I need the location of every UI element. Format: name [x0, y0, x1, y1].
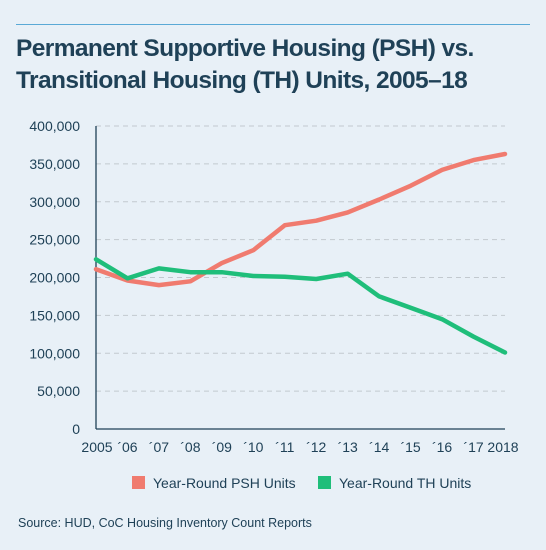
y-tick-label: 200,000 — [29, 270, 80, 286]
x-tick-label: ´10 — [243, 439, 263, 455]
y-tick-label: 350,000 — [29, 156, 80, 172]
x-tick-label: 2018 — [487, 439, 518, 455]
legend-item-psh: Year-Round PSH Units — [132, 475, 296, 491]
series-lines — [93, 151, 508, 355]
y-tick-labels: 0 50,000 100,000 150,000 200,000 250,000 300,0… — [29, 118, 80, 437]
legend: Year-Round PSH Units Year-Round TH Units — [132, 475, 471, 491]
x-tick-label: ´11 — [275, 439, 294, 455]
x-tick-label: ´09 — [212, 439, 232, 455]
x-tick-label: ´06 — [117, 439, 137, 455]
axes — [95, 126, 505, 430]
chart-title-line-2: Transitional Housing (TH) Units, 2005–18 — [16, 67, 468, 94]
top-rule — [16, 24, 530, 25]
y-tick-label: 100,000 — [29, 345, 80, 361]
gridlines — [96, 125, 505, 392]
legend-swatch — [318, 476, 331, 489]
y-tick-label: 150,000 — [29, 307, 80, 323]
legend-swatch — [132, 476, 145, 489]
x-tick-label: ´12 — [306, 439, 326, 455]
x-tick-label: ´13 — [338, 439, 358, 455]
y-tick-label: 400,000 — [29, 118, 80, 134]
x-tick-label: 2005 — [81, 439, 112, 455]
y-tick-label: 300,000 — [29, 194, 80, 210]
x-tick-label: ´15 — [400, 439, 420, 455]
x-tick-label: ´08 — [180, 439, 200, 455]
x-tick-label: ´17 — [463, 439, 483, 455]
legend-item-th: Year-Round TH Units — [318, 475, 471, 491]
y-tick-label: 0 — [72, 421, 80, 437]
x-tick-label: ´07 — [149, 439, 169, 455]
chart-title: Permanent Supportive Housing (PSH) vs. T… — [16, 33, 526, 97]
y-tick-label: 250,000 — [29, 232, 80, 248]
x-tick-label: ´14 — [369, 439, 389, 455]
x-tick-label: ´16 — [432, 439, 452, 455]
source-note: Source: HUD, CoC Housing Inventory Count… — [18, 516, 312, 530]
x-tick-labels: 2005 ´06 ´07 ´08 ´09 ´10 ´11 ´12 ´13 ´14 ´15 ´16 ´17… — [81, 439, 518, 455]
th-series-line — [93, 257, 508, 355]
y-tick-label: 50,000 — [37, 383, 80, 399]
chart-title-line-1: Permanent Supportive Housing (PSH) vs. — [16, 35, 474, 62]
psh-series-line — [93, 151, 508, 288]
legend-label: Year-Round TH Units — [339, 475, 471, 491]
legend-label: Year-Round PSH Units — [153, 475, 296, 491]
